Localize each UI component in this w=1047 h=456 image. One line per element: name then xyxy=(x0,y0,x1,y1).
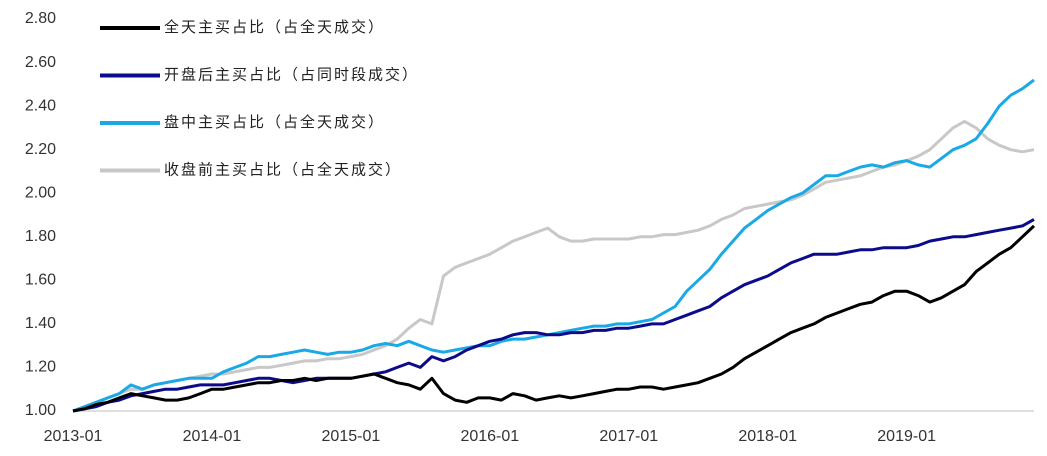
y-tick-label: 1.60 xyxy=(25,272,56,289)
y-tick-label: 1.20 xyxy=(25,359,56,376)
series-line xyxy=(72,224,1036,413)
legend-label: 收盘前主买占比（占全天成交） xyxy=(164,160,402,178)
x-tick-label: 2013-01 xyxy=(44,428,103,445)
legend-label: 开盘后主买占比（占同时段成交） xyxy=(164,65,419,83)
x-tick-label: 2019-01 xyxy=(877,428,936,445)
series-line xyxy=(72,119,1035,413)
legend-label: 全天主买占比（占全天成交） xyxy=(164,18,385,36)
y-tick-label: 1.00 xyxy=(25,402,56,419)
y-tick-label: 2.00 xyxy=(25,184,56,201)
x-tick-label: 2015-01 xyxy=(322,428,381,445)
y-tick-label: 1.80 xyxy=(25,228,56,245)
y-tick-label: 2.40 xyxy=(25,97,56,114)
series-line xyxy=(72,218,1035,413)
y-tick-label: 1.40 xyxy=(25,315,56,332)
x-tick-label: 2018-01 xyxy=(738,428,797,445)
legend-label: 盘中主买占比（占全天成交） xyxy=(164,113,385,131)
y-tick-label: 2.20 xyxy=(25,141,56,158)
x-tick-label: 2014-01 xyxy=(183,428,242,445)
x-tick-label: 2016-01 xyxy=(460,428,519,445)
y-tick-label: 2.80 xyxy=(25,10,56,27)
y-tick-label: 2.60 xyxy=(25,54,56,71)
x-tick-label: 2017-01 xyxy=(599,428,658,445)
